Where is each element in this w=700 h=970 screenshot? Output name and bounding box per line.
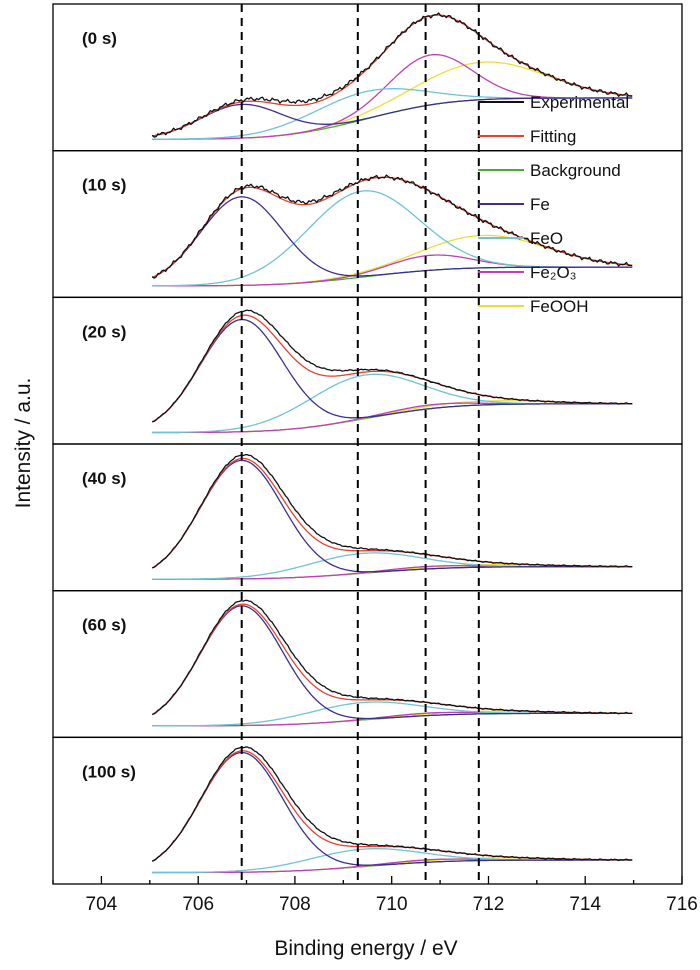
panel-1-curves bbox=[151, 174, 633, 287]
experimental-curve bbox=[151, 12, 633, 138]
panel-label: (40 s) bbox=[82, 469, 126, 488]
experimental-curve bbox=[151, 174, 633, 279]
panel-5-curves bbox=[151, 746, 633, 874]
background-curve bbox=[152, 859, 633, 874]
fe-curve bbox=[151, 751, 633, 866]
legend-label: Fitting bbox=[530, 127, 576, 146]
legend-label: FeO bbox=[530, 229, 563, 248]
y-axis-title: Intensity / a.u. bbox=[12, 378, 35, 509]
fitting-curve bbox=[151, 603, 633, 716]
experimental-curve bbox=[152, 453, 633, 569]
legend-label: Experimental bbox=[530, 93, 629, 112]
experimental-curve bbox=[152, 309, 633, 423]
fe2o3-curve bbox=[152, 858, 633, 874]
panel-label: (60 s) bbox=[82, 616, 126, 635]
legend: Experimental Fitting Background Fe FeO Fe₂O₃ F… bbox=[478, 93, 629, 316]
feooh-curve bbox=[152, 400, 633, 434]
background-curve bbox=[152, 712, 633, 727]
fitting-curve bbox=[152, 14, 633, 137]
legend-entry: Experimental bbox=[478, 93, 629, 112]
fe-curve bbox=[151, 605, 633, 720]
legend-entry: Fe bbox=[478, 195, 550, 214]
background-curve bbox=[152, 566, 633, 580]
panel-label: (10 s) bbox=[82, 176, 126, 195]
x-tick-label: 714 bbox=[569, 894, 601, 915]
spectra-curves bbox=[151, 12, 633, 874]
fe-curve bbox=[151, 459, 633, 573]
panel-label: (20 s) bbox=[82, 322, 126, 341]
fitting-curve bbox=[151, 457, 633, 569]
x-tick-label: 708 bbox=[279, 894, 311, 915]
panel-frame bbox=[52, 3, 683, 152]
panel-frame bbox=[52, 736, 683, 885]
x-axis-ticks: 704 706 708 710 712 714 716 bbox=[52, 876, 698, 915]
fitting-curve bbox=[151, 750, 633, 862]
x-tick-label: 704 bbox=[86, 894, 118, 915]
panel-label: (0 s) bbox=[82, 29, 117, 48]
panel-label: (100 s) bbox=[82, 762, 136, 781]
legend-entry: Fitting bbox=[478, 127, 576, 146]
panel-3-curves bbox=[151, 453, 633, 580]
panel-2-curves bbox=[151, 309, 633, 434]
experimental-curve bbox=[152, 599, 633, 715]
fitting-curve bbox=[151, 314, 633, 423]
panel-frame bbox=[52, 443, 683, 592]
panel-0-curves bbox=[151, 12, 633, 140]
fe-curve bbox=[152, 97, 633, 137]
legend-label: FeOOH bbox=[530, 297, 589, 316]
background-curve bbox=[152, 403, 633, 434]
legend-entry: FeOOH bbox=[478, 297, 589, 316]
panel-labels: (0 s) (10 s) (20 s) (40 s) (60 s) (100 s) bbox=[82, 29, 136, 781]
fe-curve bbox=[151, 318, 633, 423]
legend-label: Fe bbox=[530, 195, 550, 214]
legend-label: Background bbox=[530, 161, 621, 180]
x-axis-title: Binding energy / eV bbox=[274, 937, 457, 960]
panel-4-curves bbox=[151, 599, 633, 727]
fe-curve bbox=[151, 196, 633, 279]
panel-frame bbox=[52, 296, 683, 445]
panel-frames bbox=[52, 3, 683, 885]
x-tick-label: 706 bbox=[182, 894, 214, 915]
legend-entry: FeO bbox=[478, 229, 563, 248]
x-tick-label: 712 bbox=[473, 894, 505, 915]
legend-label: Fe₂O₃ bbox=[530, 263, 577, 282]
fe2o3-curve bbox=[152, 711, 633, 727]
panel-frame bbox=[52, 590, 683, 739]
fe2o3-curve bbox=[152, 402, 633, 434]
legend-entry: Background bbox=[478, 161, 621, 180]
fe2o3-curve bbox=[152, 565, 633, 580]
x-tick-label: 716 bbox=[666, 894, 698, 915]
legend-entry: Fe₂O₃ bbox=[478, 263, 577, 282]
x-tick-label: 710 bbox=[376, 894, 408, 915]
experimental-curve bbox=[152, 746, 633, 862]
